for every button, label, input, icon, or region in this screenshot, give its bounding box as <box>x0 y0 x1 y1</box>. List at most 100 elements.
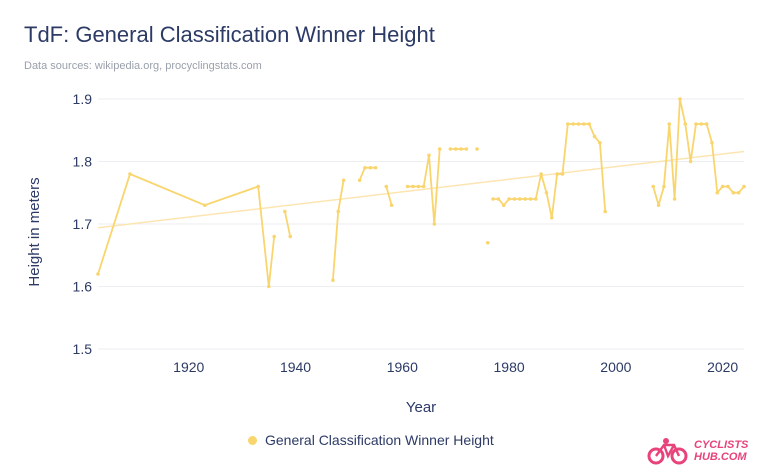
y-tick-label: 1.9 <box>73 91 93 107</box>
data-point <box>128 172 132 176</box>
data-point <box>571 122 575 126</box>
legend[interactable]: General Classification Winner Height <box>248 432 494 448</box>
data-point <box>507 197 511 201</box>
data-point <box>96 272 100 276</box>
data-point <box>453 147 458 151</box>
data-point <box>283 209 287 214</box>
data-point <box>459 147 463 151</box>
data-point <box>742 184 746 189</box>
data-point <box>651 184 656 189</box>
trendline <box>97 150 745 229</box>
data-point <box>656 203 661 208</box>
data-point <box>357 178 362 183</box>
data-point <box>405 184 410 189</box>
series-line <box>332 180 345 281</box>
data-point <box>672 197 677 201</box>
data-point <box>736 190 741 195</box>
y-axis-title: Height in meters <box>26 177 43 286</box>
chart-title: TdF: General Classification Winner Heigh… <box>24 22 435 47</box>
data-point <box>576 122 581 126</box>
data-point <box>731 190 736 195</box>
data-point <box>331 278 335 283</box>
data-point <box>389 203 394 208</box>
data-point <box>587 122 591 126</box>
data-point <box>517 197 522 201</box>
data-point <box>256 184 260 189</box>
data-point <box>598 140 602 145</box>
data-point <box>710 140 714 145</box>
series-line <box>358 166 376 181</box>
data-point <box>475 147 479 151</box>
data-point <box>528 197 533 201</box>
data-point <box>363 165 367 170</box>
cyclistshub-logo: CYCLISTS HUB.COM <box>646 436 748 466</box>
data-point <box>427 153 431 158</box>
data-point <box>592 134 597 139</box>
data-point <box>544 190 549 195</box>
data-point <box>421 184 426 189</box>
y-tick-label: 1.7 <box>73 216 93 232</box>
data-point <box>688 159 693 164</box>
data-point <box>720 184 725 189</box>
data-point <box>582 122 586 126</box>
data-point <box>523 197 527 201</box>
y-tick-label: 1.5 <box>73 341 93 357</box>
series-line <box>385 186 393 206</box>
data-point <box>384 184 389 189</box>
series-line <box>97 173 276 288</box>
bicycle-icon <box>647 438 688 465</box>
x-axis-title: Year <box>406 399 436 416</box>
data-point <box>501 203 506 208</box>
x-tick-label: 1940 <box>280 359 311 375</box>
x-tick-label: 2020 <box>707 359 738 375</box>
data-point <box>336 209 341 214</box>
data-point <box>704 122 709 126</box>
data-point <box>566 122 570 126</box>
data-point <box>539 172 543 176</box>
data-point <box>202 203 207 208</box>
logo-line1: CYCLISTS <box>694 439 749 451</box>
data-point <box>341 178 346 183</box>
data-point <box>373 165 378 170</box>
data-point <box>683 122 688 126</box>
data-point <box>288 234 292 239</box>
data-point <box>272 234 276 239</box>
data-point <box>496 197 501 201</box>
data-point <box>603 209 607 214</box>
data-point <box>464 147 469 151</box>
data-point <box>678 97 682 101</box>
data-point <box>726 184 730 189</box>
x-tick-label: 1980 <box>494 359 525 375</box>
data-point <box>550 215 554 220</box>
legend-label: General Classification Winner Height <box>265 432 494 448</box>
data-point <box>411 184 415 189</box>
data-point <box>432 222 437 226</box>
y-tick-label: 1.8 <box>73 154 93 170</box>
data-point <box>485 240 490 245</box>
data-point <box>694 122 698 126</box>
logo-line2: HUB.COM <box>694 451 747 463</box>
data-point <box>715 190 720 195</box>
legend-marker <box>248 435 257 445</box>
data-point <box>699 122 704 126</box>
series-line <box>652 98 745 207</box>
data-point <box>533 197 538 201</box>
data-point <box>667 122 672 126</box>
series-line <box>284 211 292 237</box>
data-point <box>267 284 271 289</box>
data-point <box>512 197 517 201</box>
y-tick-label: 1.6 <box>73 279 93 295</box>
x-tick-label: 1960 <box>387 359 418 375</box>
x-tick-label: 1920 <box>173 359 204 375</box>
data-point <box>368 165 373 170</box>
data-point <box>437 147 442 151</box>
series-line <box>493 123 607 219</box>
data-point <box>491 197 495 201</box>
data-point <box>448 147 453 151</box>
data-point <box>416 184 421 189</box>
x-tick-label: 2000 <box>600 359 631 375</box>
data-point <box>560 172 565 176</box>
chart-subtitle: Data sources: wikipedia.org, procyclings… <box>24 60 262 72</box>
data-point <box>555 172 559 176</box>
